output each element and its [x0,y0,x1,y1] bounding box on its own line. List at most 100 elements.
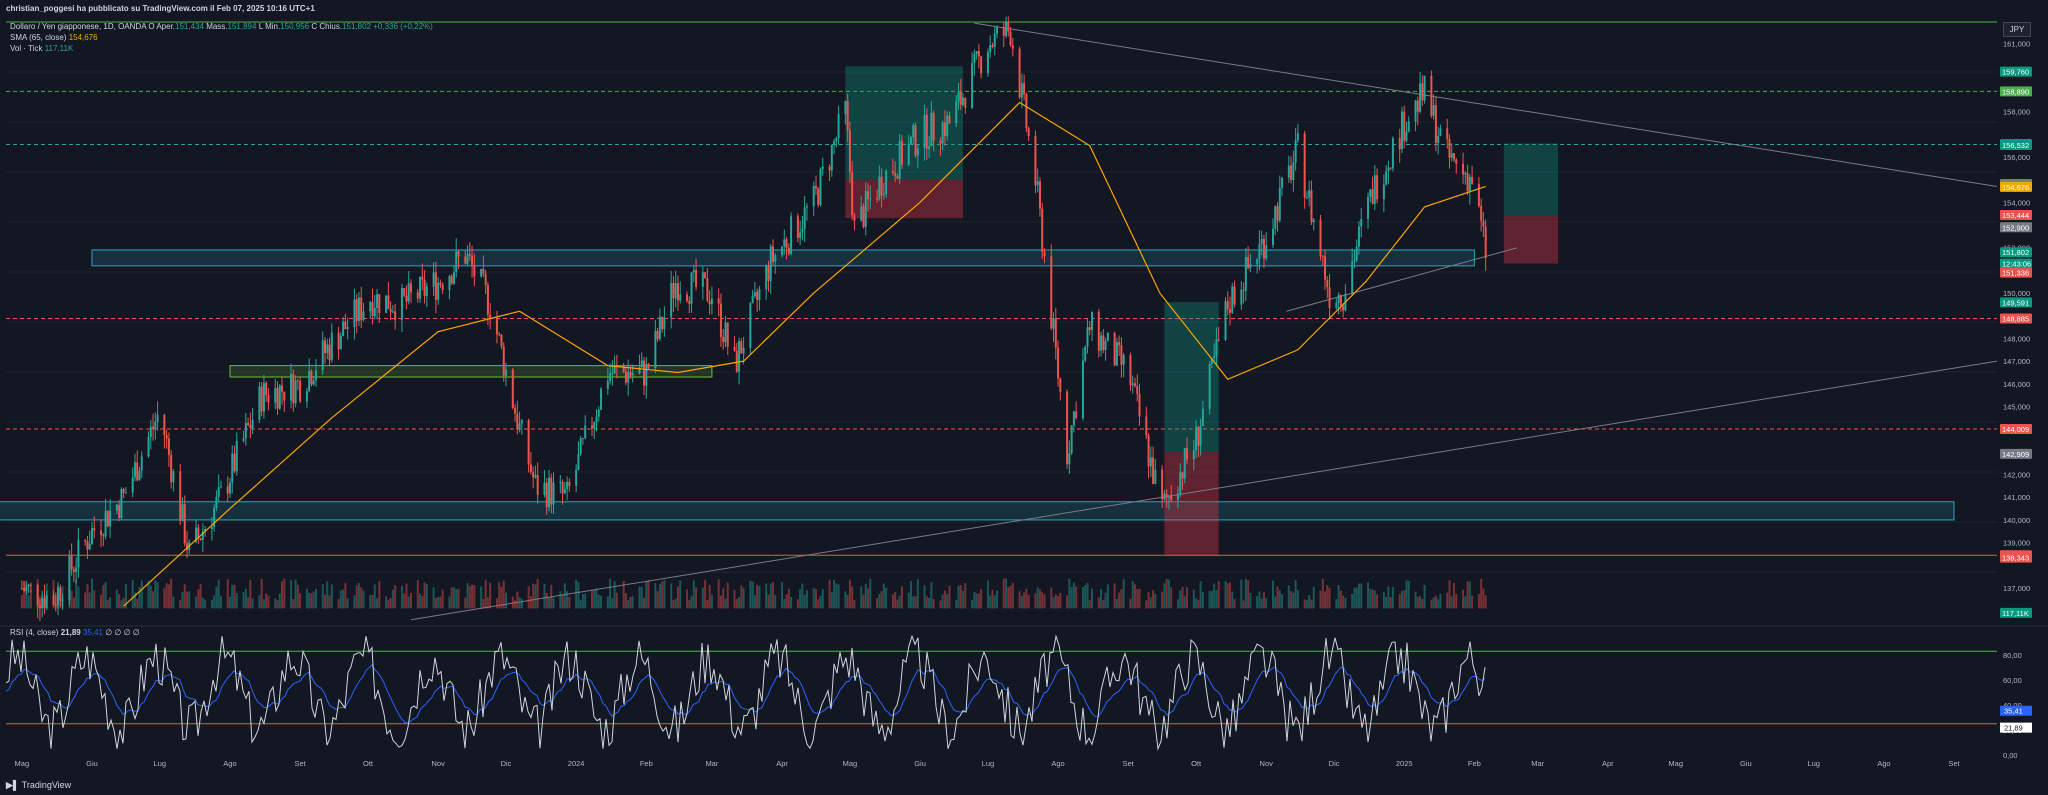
candle-body [828,166,831,171]
volume-bar [385,596,388,609]
volume-bar [464,597,467,609]
volume-bar [165,583,168,609]
candle-body [1319,219,1322,257]
volume-bar [299,593,302,609]
volume-bar [1274,596,1277,609]
candle-body [260,386,263,412]
candle-body [1403,111,1406,141]
price-tag-box [2000,86,2032,97]
x-tick-label: Dic [1329,759,1340,768]
candle-body [235,440,238,472]
volume-bar [1226,583,1229,609]
candle-body [167,438,170,455]
volume-bar [1353,587,1356,609]
rsi-legend[interactable]: RSI (4, close) 21,89 35,41 ∅ ∅ ∅ ∅ [10,628,140,637]
candle-body [52,595,55,605]
volume-bar [579,600,582,609]
volume-bar [1389,597,1392,609]
volume-bar [84,592,87,609]
volume-bar [867,588,870,609]
candle-body [738,341,741,372]
volume-bar [627,600,630,609]
candle-body [457,251,460,257]
rsi-tag-label: 35,41 [2004,707,2023,716]
tradingview-logo-icon[interactable]: ▶▌ [6,780,20,790]
candle-body [314,370,317,381]
candle-body [251,419,254,428]
candle-body [955,101,958,124]
volume-bar [387,599,390,609]
candle-body [115,504,118,511]
candle-body [1477,184,1480,206]
candle-body [54,604,57,606]
volume-bar [1075,586,1078,609]
candle-body [409,283,412,293]
volume-bar [1088,599,1091,609]
volume-bar [1005,578,1008,609]
volume-bar [378,581,381,609]
volume-bar [722,588,725,609]
vol-row[interactable]: Vol · Tick 117,11K [10,43,433,54]
candle-body [416,292,419,299]
price-tag-label: 142,909 [2002,450,2029,459]
candle-body [249,425,252,428]
candle-body [1007,21,1010,32]
candle-body [1278,187,1281,221]
close-text: Chius. [319,22,343,31]
candle-body [197,527,200,539]
volume-bar [790,596,793,609]
volume-bar [1357,583,1360,609]
volume-bar [943,590,946,609]
volume-bar [787,588,790,609]
candle-body [326,344,329,354]
footer-brand[interactable]: TradingView [21,780,72,790]
y-tick-label: 154,000 [2003,198,2030,207]
candle-body [1167,495,1170,498]
volume-bar [1416,596,1419,609]
currency-button[interactable]: JPY [2003,22,2031,37]
candle-body [1414,100,1417,122]
candle-body [1385,171,1388,185]
vol-label: Vol · Tick [10,44,43,53]
volume-bar [853,600,856,609]
candle-body [328,344,331,361]
candle-body [833,141,836,145]
candle-body [1086,327,1089,347]
volume-bar [1260,598,1263,609]
sma-row[interactable]: SMA (65, close) 154,676 [10,32,433,43]
volume-bar [1084,585,1087,609]
volume-bar [1122,579,1125,609]
candle-body [692,270,695,273]
volume-bar [109,597,112,609]
candle-body [1416,100,1419,112]
candle-body [1068,453,1071,465]
candle-body [1210,358,1213,365]
volume-bar [355,585,358,609]
volume-bar [781,582,784,609]
volume-bar [249,580,252,609]
volume-bar [482,599,485,609]
volume-bar [489,582,492,609]
volume-bar [106,599,109,609]
price-chart[interactable]: 161,000159,000158,000156,000154,000153,0… [0,0,2048,776]
candle-body [704,272,707,279]
candle-body [1326,279,1329,288]
volume-bar [993,595,996,609]
volume-bar [204,599,207,609]
candle-body [907,143,910,165]
volume-bar [339,590,342,609]
candle-body [1025,94,1028,129]
x-tick-label: Set [1123,759,1135,768]
rsi-line [5,634,1486,751]
volume-bar [765,583,768,609]
volume-bar [1091,588,1093,609]
candle-body [622,365,625,372]
symbol-row[interactable]: Dollaro / Yen giapponese, 1D, OANDA O Ap… [10,21,433,32]
candle-body [656,331,659,340]
candle-body [118,504,121,518]
candle-body [156,414,159,422]
rsi-tick-label: 0,00 [2003,751,2018,760]
volume-bar [980,589,983,609]
volume-bar [971,599,974,609]
candle-body [749,303,752,348]
